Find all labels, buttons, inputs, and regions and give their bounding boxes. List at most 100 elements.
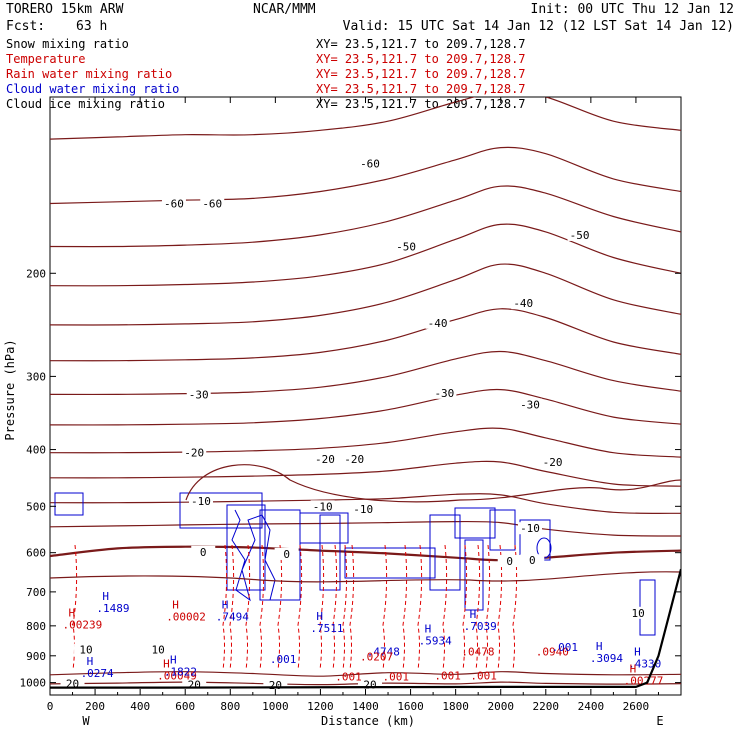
max-value-9: .7039 [464, 620, 497, 633]
isotherm--30 [50, 350, 681, 396]
isotherm-0 [50, 545, 681, 562]
temp-label-bg-0 [358, 157, 383, 170]
legend-xy-3: XY= 23.5,121.7 to 209.7,128.7 [316, 82, 526, 96]
max-value-22: .3094 [590, 652, 623, 665]
max-value-0: .00239 [63, 619, 103, 632]
temp-label-bg-24 [626, 606, 651, 619]
temp-label-bg-19 [274, 547, 299, 560]
x-axis-label: Distance (km) [321, 714, 415, 728]
temp-label-10: -20 [184, 447, 204, 460]
header-init: Init: 00 UTC Thu 12 Jan 12 [531, 2, 735, 17]
temp-label-22: 10 [79, 644, 92, 657]
temp-label-bg-17 [518, 522, 543, 535]
temp-label-6: -40 [513, 297, 533, 310]
x-tick-label-7: 1400 [352, 700, 379, 713]
y-tick-label-0: 200 [26, 267, 46, 280]
max-value-1: .00002 [166, 610, 206, 623]
max-value-21: .001 [552, 641, 579, 654]
cloud-water-contour-9 [464, 539, 484, 611]
plot-content: -60-60 -60-50-50-40-40-30 -30-30-20 -20 -20-… [50, 97, 681, 692]
max-value-6: .7494 [216, 610, 249, 623]
max-value-8: .5934 [419, 634, 452, 647]
max-value-11: .4748 [367, 646, 400, 659]
temp-label-bg-21 [520, 554, 545, 567]
rain-streak-15 [462, 544, 468, 671]
max-value-7: .7511 [310, 622, 343, 635]
temp-label-bg-15 [310, 500, 335, 513]
temp-label-18: 0 [200, 546, 207, 559]
max-marker-10: H [634, 645, 641, 658]
max-value-14: .0207 [360, 650, 393, 663]
header-valid: Valid: 15 UTC Sat 14 Jan 12 (12 LST Sat … [343, 19, 734, 34]
rain-streak-6 [297, 544, 303, 671]
x-tick-label-0: 0 [47, 700, 54, 713]
y-tick-label-1: 300 [26, 370, 46, 383]
x-tick-label-9: 1800 [442, 700, 469, 713]
temp-label-15: -10 [313, 500, 333, 513]
isotherm-10 [50, 571, 681, 583]
x-tick-label-6: 1200 [307, 700, 334, 713]
legend: Snow mixing ratio XY= 23.5,121.7 to 209.7… [6, 37, 526, 111]
temp-label-13: -20 [543, 456, 563, 469]
isotherm--50 [50, 185, 681, 248]
temp-label-bg-11 [312, 452, 337, 465]
max-marker-0: H [69, 607, 76, 620]
legend-label-0: Snow mixing ratio [6, 37, 129, 51]
cloud-water-contour-5 [319, 514, 341, 591]
legend-label-1: Temperature [6, 52, 85, 66]
terrain-line [50, 568, 681, 689]
rain-streak-16 [475, 544, 481, 671]
x-tick-label-3: 600 [175, 700, 195, 713]
isotherm--60 [50, 97, 681, 140]
temp-label-bg-2 [200, 197, 225, 210]
rain-streak-8 [332, 544, 338, 671]
temp-label-bg-8 [432, 386, 457, 399]
temp-label-0: -60 [360, 158, 380, 171]
legend-label-2: Rain water mixing ratio [6, 67, 172, 81]
max-marker-4: H [102, 590, 109, 603]
max-value-13: .0478 [461, 646, 494, 659]
temp-label-bg-16 [351, 502, 376, 515]
legend-label-4: Cloud ice mixing ratio [6, 97, 165, 111]
max-value-2: .00049 [157, 670, 197, 683]
cloud-water-contour-10 [489, 509, 516, 551]
isotherm--30b [50, 388, 681, 426]
plot-frame [49, 96, 682, 696]
rain-streak-19 [512, 544, 518, 671]
rain-streak-18 [497, 544, 503, 671]
legend-xy-2: XY= 23.5,121.7 to 209.7,128.7 [316, 67, 526, 81]
temp-label-bg-12 [342, 452, 367, 465]
temp-label-bg-6 [511, 297, 536, 310]
temp-label-19: 0 [283, 548, 290, 561]
max-value-16: .001 [270, 653, 297, 666]
rain-streak-1 [222, 544, 228, 671]
header-model: TORERO 15km ARW [6, 2, 124, 17]
rain-streak-0 [72, 544, 78, 671]
cloud-water-contour-4 [299, 512, 349, 544]
max-value-5: .1822 [164, 666, 197, 679]
temp-label-17: -10 [520, 522, 540, 535]
max-marker-1: H [172, 598, 179, 611]
cloud-water-contour-2 [226, 504, 266, 591]
header-center: NCAR/MMM [253, 2, 316, 17]
temp-label-23: 10 [152, 644, 165, 657]
max-marker-9: H [470, 608, 477, 621]
y-tick-label-3: 500 [26, 500, 46, 513]
max-value-17: .001 [335, 670, 362, 683]
isotherm--60b [50, 146, 681, 205]
cloud-water-contour-3 [259, 509, 301, 601]
isotherm--20 [50, 427, 681, 458]
max-value-4: .1489 [96, 602, 129, 615]
isotherm--10b [50, 520, 681, 537]
isotherm-10-upper [185, 464, 681, 503]
temp-label-3: -50 [396, 240, 416, 253]
temp-label-28: 20 [363, 679, 376, 692]
rain-streak-11 [382, 544, 388, 671]
max-value-15: .00277 [624, 675, 664, 688]
temp-label-bg-3 [394, 240, 419, 253]
rain-streak-2 [229, 544, 235, 671]
temp-label-bg-4 [567, 228, 592, 241]
isotherm--50b [50, 223, 681, 287]
